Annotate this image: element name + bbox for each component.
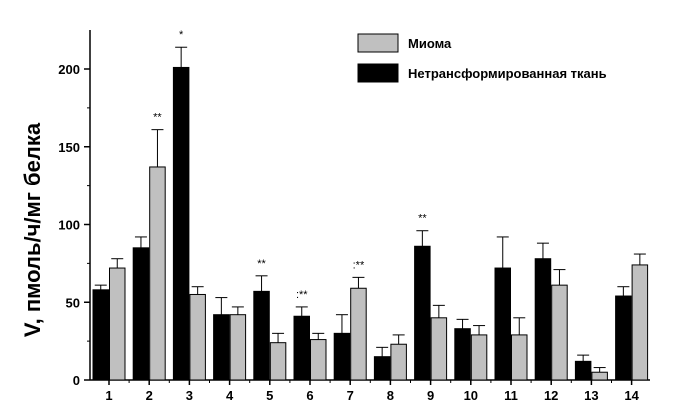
x-tick-label-1: 1: [105, 388, 112, 403]
bar-series-1-6: [293, 315, 310, 381]
x-tick-label-9: 9: [427, 388, 434, 403]
y-tick-label: 100: [58, 218, 80, 233]
x-tick-label-10: 10: [464, 388, 478, 403]
x-tick-label-14: 14: [624, 388, 639, 403]
bar-series-1-3: [172, 66, 190, 381]
y-tick-label: 50: [66, 295, 80, 310]
y-tick-label: 150: [58, 140, 80, 155]
x-tick-label-11: 11: [504, 388, 518, 403]
bar-series-1-2: [132, 247, 150, 381]
bar-series-2-6: [310, 339, 327, 381]
x-tick-label-5: 5: [266, 388, 273, 403]
significance-annotation-5: **: [257, 258, 266, 270]
bar-series-2-3: [189, 293, 206, 381]
significance-annotation-7: :**: [353, 259, 365, 271]
bar-series-2-13: [591, 371, 608, 381]
significance-annotation-9: **: [418, 213, 427, 225]
y-tick-label: 0: [73, 373, 80, 388]
bar-series-1-7: [333, 332, 351, 381]
bar-series-1-9: [414, 245, 431, 381]
bar-series-2-2: [149, 166, 166, 381]
bar-series-2-10: [470, 334, 488, 381]
bar-series-1-10: [454, 328, 471, 381]
x-tick-label-8: 8: [387, 388, 394, 403]
legend-label-series-1: Нетрансформированная ткань: [408, 66, 607, 81]
bar-series-2-11: [511, 334, 528, 381]
significance-annotation-3: *: [179, 29, 184, 41]
legend-box-series-1: [357, 63, 399, 83]
x-tick-label-13: 13: [584, 388, 598, 403]
bar-series-2-12: [551, 284, 568, 381]
y-tick-label: 200: [58, 62, 80, 77]
legend-label-series-2: Миома: [408, 36, 452, 51]
bar-series-1-8: [373, 356, 391, 381]
bar-series-2-9: [430, 317, 448, 381]
bar-series-2-8: [390, 343, 407, 381]
legend: Миома Нетрансформированная ткань: [357, 33, 607, 83]
x-tick-label-6: 6: [306, 388, 313, 403]
x-tick-label-2: 2: [146, 388, 153, 403]
legend-box-series-2: [357, 33, 399, 53]
bar-series-2-1: [109, 267, 126, 381]
bar-series-1-5: [253, 290, 270, 381]
bar-series-2-4: [229, 314, 247, 381]
bar-series-1-14: [615, 295, 632, 381]
bar-series-1-11: [494, 267, 511, 381]
significance-annotation-2: **: [153, 112, 162, 124]
bar-series-1-13: [574, 360, 592, 381]
x-tick-label-12: 12: [544, 388, 558, 403]
y-axis-label: V, пмоль/ч/мг белка: [20, 122, 45, 337]
bar-series-1-12: [534, 258, 552, 381]
x-tick-label-4: 4: [226, 388, 234, 403]
bar-series-2-7: [350, 287, 367, 381]
bar-series-2-5: [269, 342, 287, 381]
significance-annotation-6: :**: [296, 289, 308, 301]
bar-series-1-1: [92, 289, 109, 381]
x-tick-label-3: 3: [186, 388, 193, 403]
bar-series-1-4: [213, 314, 230, 381]
bar-series-2-14: [631, 264, 649, 381]
x-tick-label-7: 7: [347, 388, 354, 403]
